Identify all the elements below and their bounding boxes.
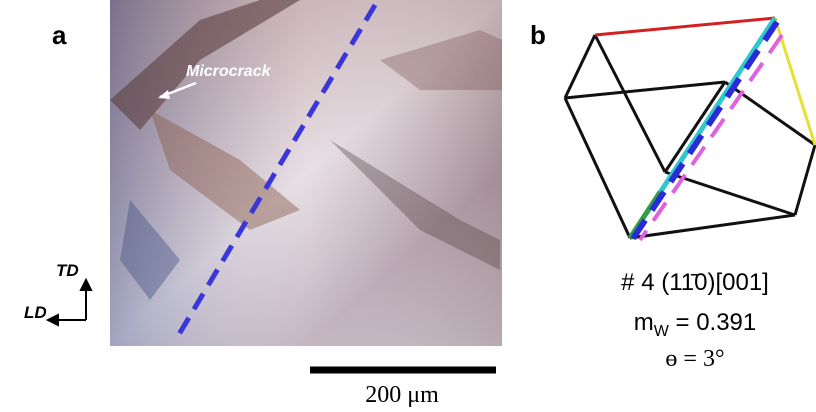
panel-label: b <box>530 20 546 50</box>
scale-bar-label: 200 μm <box>365 382 439 408</box>
figure-svg: a Microcrack TD LD 200 μm b <box>0 0 816 412</box>
micrograph <box>110 0 502 346</box>
schmid-symbol: m <box>634 309 654 336</box>
panel-label: a <box>52 20 67 50</box>
annotation: Microcrack <box>186 63 272 80</box>
axis-label: LD <box>24 303 47 322</box>
figure: a Microcrack TD LD 200 μm b <box>0 0 816 412</box>
axis-label: TD <box>56 261 79 280</box>
schmid-value: = 0.391 <box>669 309 756 336</box>
cube <box>565 18 815 240</box>
angle: ɵ = 3° <box>665 346 724 372</box>
slip-system: # 4 (11̄0)[001] <box>621 269 769 296</box>
schmid-subscript: W <box>654 323 670 340</box>
axes-indicator <box>48 280 91 325</box>
schmid-factor: mW = 0.391 <box>634 309 757 340</box>
